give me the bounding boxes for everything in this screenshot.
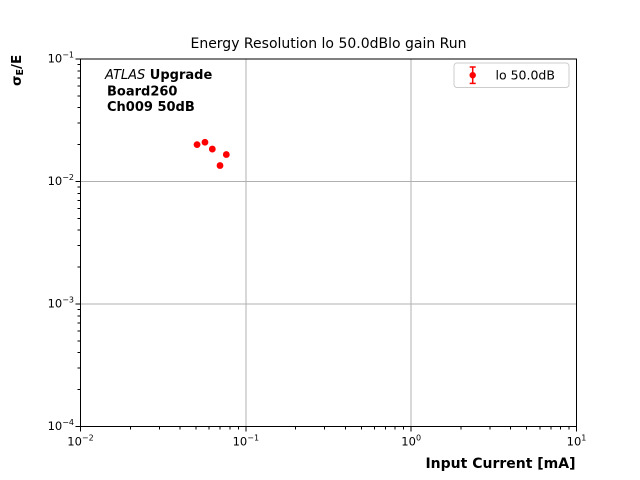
- grid-group: [80, 59, 577, 427]
- data-point: [201, 138, 209, 146]
- legend: lo 50.0dB: [453, 62, 570, 88]
- annotation-line-brand: ATLAS Upgrade: [104, 68, 212, 83]
- plot-background: [80, 59, 577, 427]
- series-group: [193, 138, 230, 169]
- legend-box: [453, 62, 570, 88]
- legend-marker: [469, 72, 476, 79]
- legend-label: lo 50.0dB: [496, 68, 555, 83]
- x-axis-label: Input Current [mA]: [425, 456, 575, 472]
- chart-title: Energy Resolution lo 50.0dBlo gain Run: [190, 36, 466, 52]
- data-point: [216, 162, 224, 169]
- annotation-line: Ch009 50dB: [107, 100, 195, 115]
- data-point: [208, 145, 216, 153]
- data-point: [193, 141, 201, 149]
- data-point: [222, 151, 230, 158]
- y-axis-label: σE/E: [9, 55, 26, 86]
- annotation-line: Board260: [107, 85, 177, 100]
- axes-spines: [79, 58, 578, 428]
